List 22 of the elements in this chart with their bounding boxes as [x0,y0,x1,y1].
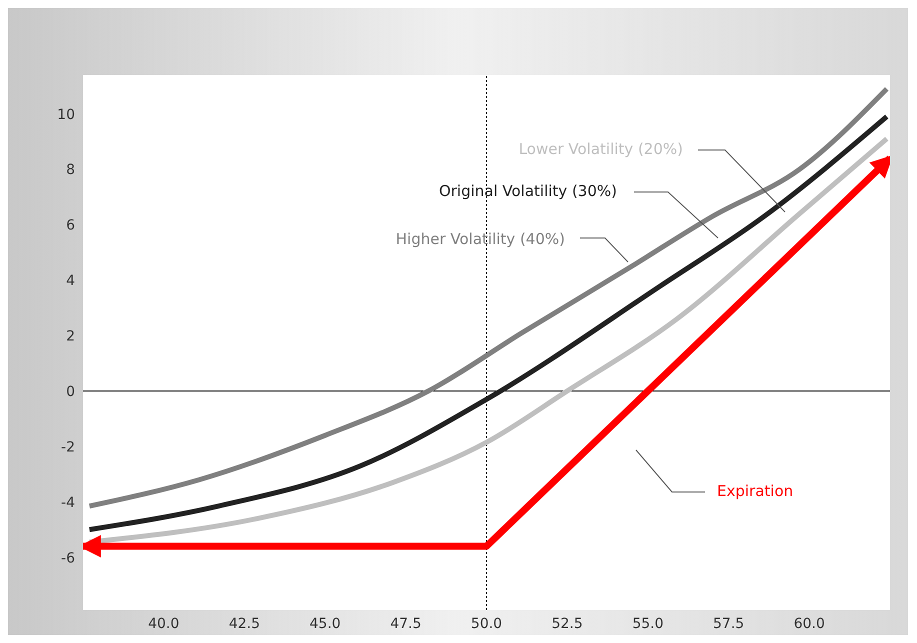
text: Lower Volatility (20%) [518,140,683,158]
y-tick-label: -4 [61,494,76,511]
x-tick-label: 55.0 [632,616,664,632]
x-tick-label: 42.5 [228,616,260,632]
x-tick-label: 52.5 [552,616,583,632]
x-tick-label: 45.0 [310,616,341,632]
x-tick-label: 47.5 [390,616,422,632]
x-tick-label: 40.0 [148,616,180,632]
y-tick-label: 2 [66,328,75,345]
y-tick-label: -6 [61,550,76,566]
y-tick-label: 4 [66,273,76,290]
y-tick-label: 6 [66,218,76,234]
y-tick-label: 8 [66,162,75,178]
x-tick-label: 57.5 [713,616,744,632]
x-tick-label: 60.0 [794,616,825,632]
y-tick-label: 10 [57,106,75,123]
text: Higher Volatility (40%) [396,230,565,248]
x-tick-label: 50.0 [470,616,502,632]
y-tick-label: -2 [61,439,75,456]
y-tick-label: 0 [66,384,75,400]
text: Expiration [717,482,794,500]
text: Original Volatility (30%) [438,182,617,200]
